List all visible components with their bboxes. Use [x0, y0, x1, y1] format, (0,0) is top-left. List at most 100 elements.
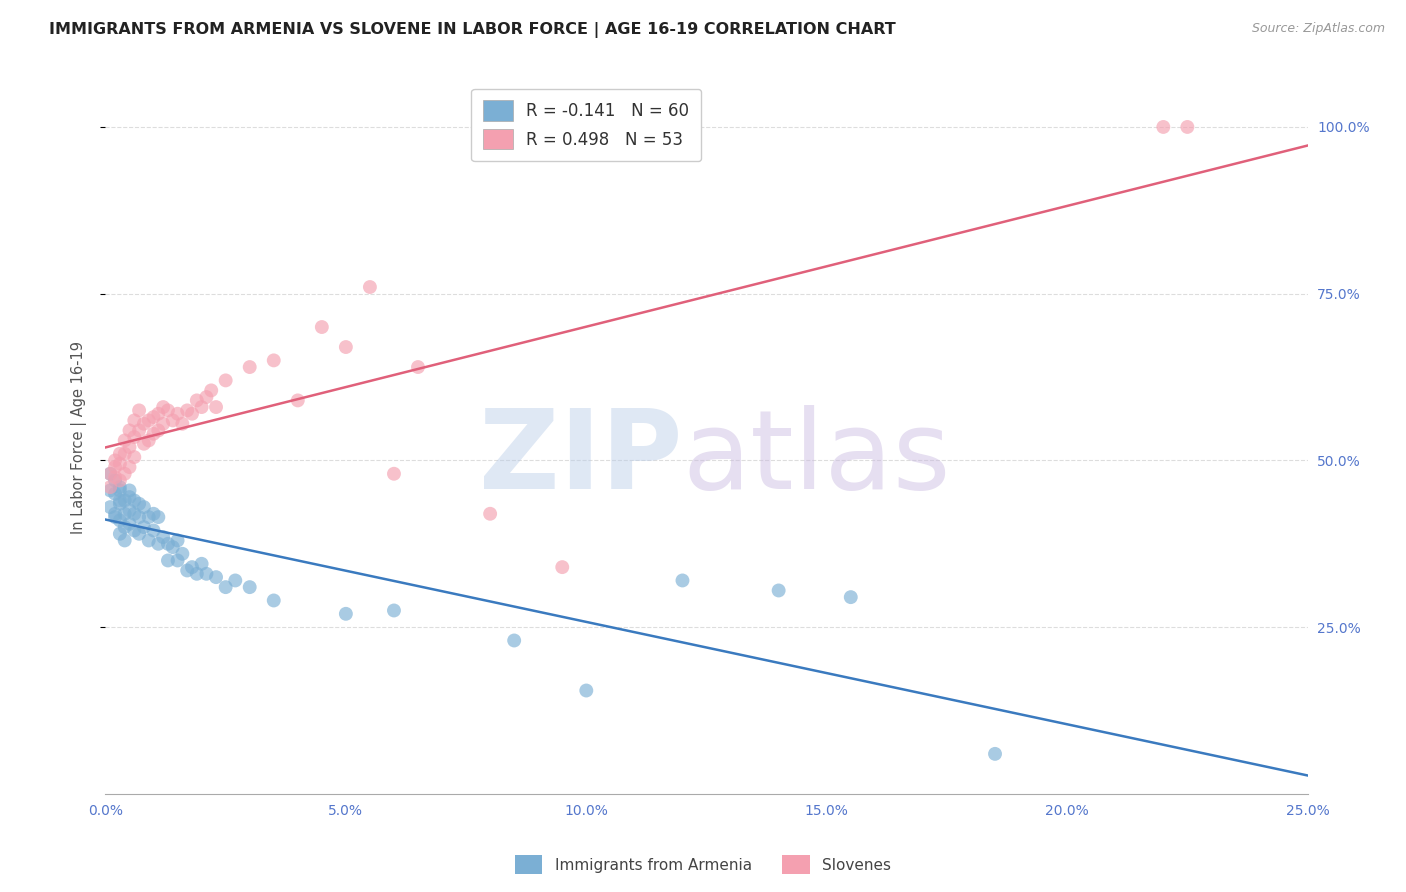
Point	[124, 493, 146, 508]
Point	[138, 533, 160, 548]
Point	[152, 530, 174, 544]
Point	[172, 547, 194, 561]
Point	[200, 384, 222, 398]
Point	[190, 557, 212, 571]
Point	[108, 474, 131, 488]
Point	[172, 417, 194, 431]
Point	[406, 359, 429, 374]
Point	[108, 497, 131, 511]
Point	[335, 340, 357, 354]
Point	[98, 467, 121, 481]
Point	[108, 493, 131, 508]
Point	[148, 424, 170, 438]
Point	[142, 524, 165, 538]
Point	[104, 470, 127, 484]
Point	[118, 490, 141, 504]
Point	[382, 603, 405, 617]
Point	[138, 510, 160, 524]
Legend: R = -0.141   N = 60, R = 0.498   N = 53: R = -0.141 N = 60, R = 0.498 N = 53	[471, 88, 702, 161]
Point	[479, 507, 502, 521]
Point	[148, 510, 170, 524]
Point	[142, 507, 165, 521]
Point	[132, 500, 155, 515]
Point	[1152, 120, 1174, 134]
Point	[166, 407, 188, 421]
Point	[214, 580, 236, 594]
Point	[156, 537, 179, 551]
Point	[181, 407, 204, 421]
Point	[148, 537, 170, 551]
Text: Source: ZipAtlas.com: Source: ZipAtlas.com	[1251, 22, 1385, 36]
Point	[104, 487, 127, 501]
Point	[239, 359, 262, 374]
Point	[104, 507, 127, 521]
Point	[118, 503, 141, 517]
Point	[205, 400, 228, 414]
Point	[98, 483, 121, 498]
Point	[287, 393, 309, 408]
Point	[186, 566, 208, 581]
Y-axis label: In Labor Force | Age 16-19: In Labor Force | Age 16-19	[72, 341, 87, 533]
Point	[132, 520, 155, 534]
Point	[118, 460, 141, 475]
Point	[118, 440, 141, 454]
Point	[114, 520, 136, 534]
Point	[124, 450, 146, 464]
Point	[98, 480, 121, 494]
Point	[138, 413, 160, 427]
Point	[118, 483, 141, 498]
Point	[166, 553, 188, 567]
Point	[181, 560, 204, 574]
Text: atlas: atlas	[682, 405, 950, 512]
Point	[214, 373, 236, 387]
Point	[239, 580, 262, 594]
Point	[108, 513, 131, 527]
Point	[224, 574, 246, 588]
Point	[263, 353, 285, 368]
Point	[104, 460, 127, 475]
Point	[128, 497, 150, 511]
Point	[359, 280, 381, 294]
Point	[114, 533, 136, 548]
Point	[124, 524, 146, 538]
Point	[382, 467, 405, 481]
Point	[104, 474, 127, 488]
Point	[152, 417, 174, 431]
Point	[98, 467, 121, 481]
Point	[104, 453, 127, 467]
Point	[190, 400, 212, 414]
Point	[108, 480, 131, 494]
Point	[671, 574, 693, 588]
Point	[124, 430, 146, 444]
Point	[108, 483, 131, 498]
Text: ZIP: ZIP	[479, 405, 682, 512]
Point	[152, 400, 174, 414]
Point	[195, 390, 218, 404]
Point	[162, 540, 184, 554]
Point	[108, 526, 131, 541]
Point	[205, 570, 228, 584]
Point	[335, 607, 357, 621]
Point	[551, 560, 574, 574]
Point	[263, 593, 285, 607]
Point	[132, 417, 155, 431]
Point	[176, 403, 198, 417]
Point	[128, 510, 150, 524]
Point	[768, 583, 790, 598]
Point	[156, 553, 179, 567]
Legend: Immigrants from Armenia, Slovenes: Immigrants from Armenia, Slovenes	[509, 849, 897, 880]
Point	[132, 436, 155, 450]
Point	[186, 393, 208, 408]
Point	[128, 424, 150, 438]
Point	[176, 564, 198, 578]
Point	[138, 434, 160, 448]
Point	[1175, 120, 1198, 134]
Point	[148, 407, 170, 421]
Point	[108, 457, 131, 471]
Point	[984, 747, 1007, 761]
Point	[114, 507, 136, 521]
Point	[166, 533, 188, 548]
Point	[114, 447, 136, 461]
Point	[142, 426, 165, 441]
Point	[104, 510, 127, 524]
